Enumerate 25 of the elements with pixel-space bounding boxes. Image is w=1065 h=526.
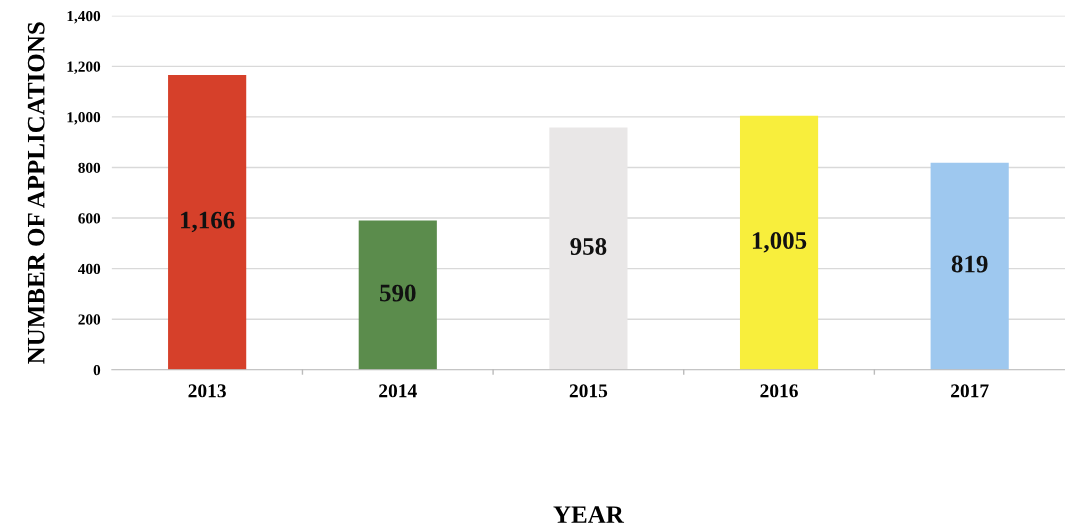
data-label: 1,166 (181, 211, 235, 233)
x-tick-label: 2016 (760, 384, 798, 398)
y-tick-label: 400 (78, 263, 101, 275)
bar (549, 127, 628, 370)
y-tick-label: 800 (78, 162, 101, 173)
y-tick-label: 200 (78, 314, 101, 325)
y-tick-label: 600 (78, 213, 101, 224)
data-label: 819 (951, 255, 988, 273)
y-tick-label: 0 (93, 364, 101, 376)
bar (358, 220, 437, 370)
y-tick-label: 1,000 (67, 112, 101, 125)
y-tick-label: 1,200 (67, 61, 101, 75)
data-label: 1,005 (752, 232, 807, 253)
y-axis-title: NUMBER OF APPLICATIONS (27, 22, 45, 364)
bar (168, 74, 247, 370)
x-axis-title: YEAR (553, 506, 625, 523)
data-label: 958 (570, 238, 607, 255)
y-tick-label: 1,400 (67, 10, 101, 24)
data-label: 590 (380, 284, 416, 302)
bar (930, 162, 1009, 370)
bar (739, 115, 819, 370)
x-tick-label: 2017 (951, 384, 989, 398)
x-tick-label: 2014 (379, 384, 417, 398)
x-tick-label: 2013 (188, 384, 226, 398)
x-tick-label: 2015 (569, 384, 608, 398)
